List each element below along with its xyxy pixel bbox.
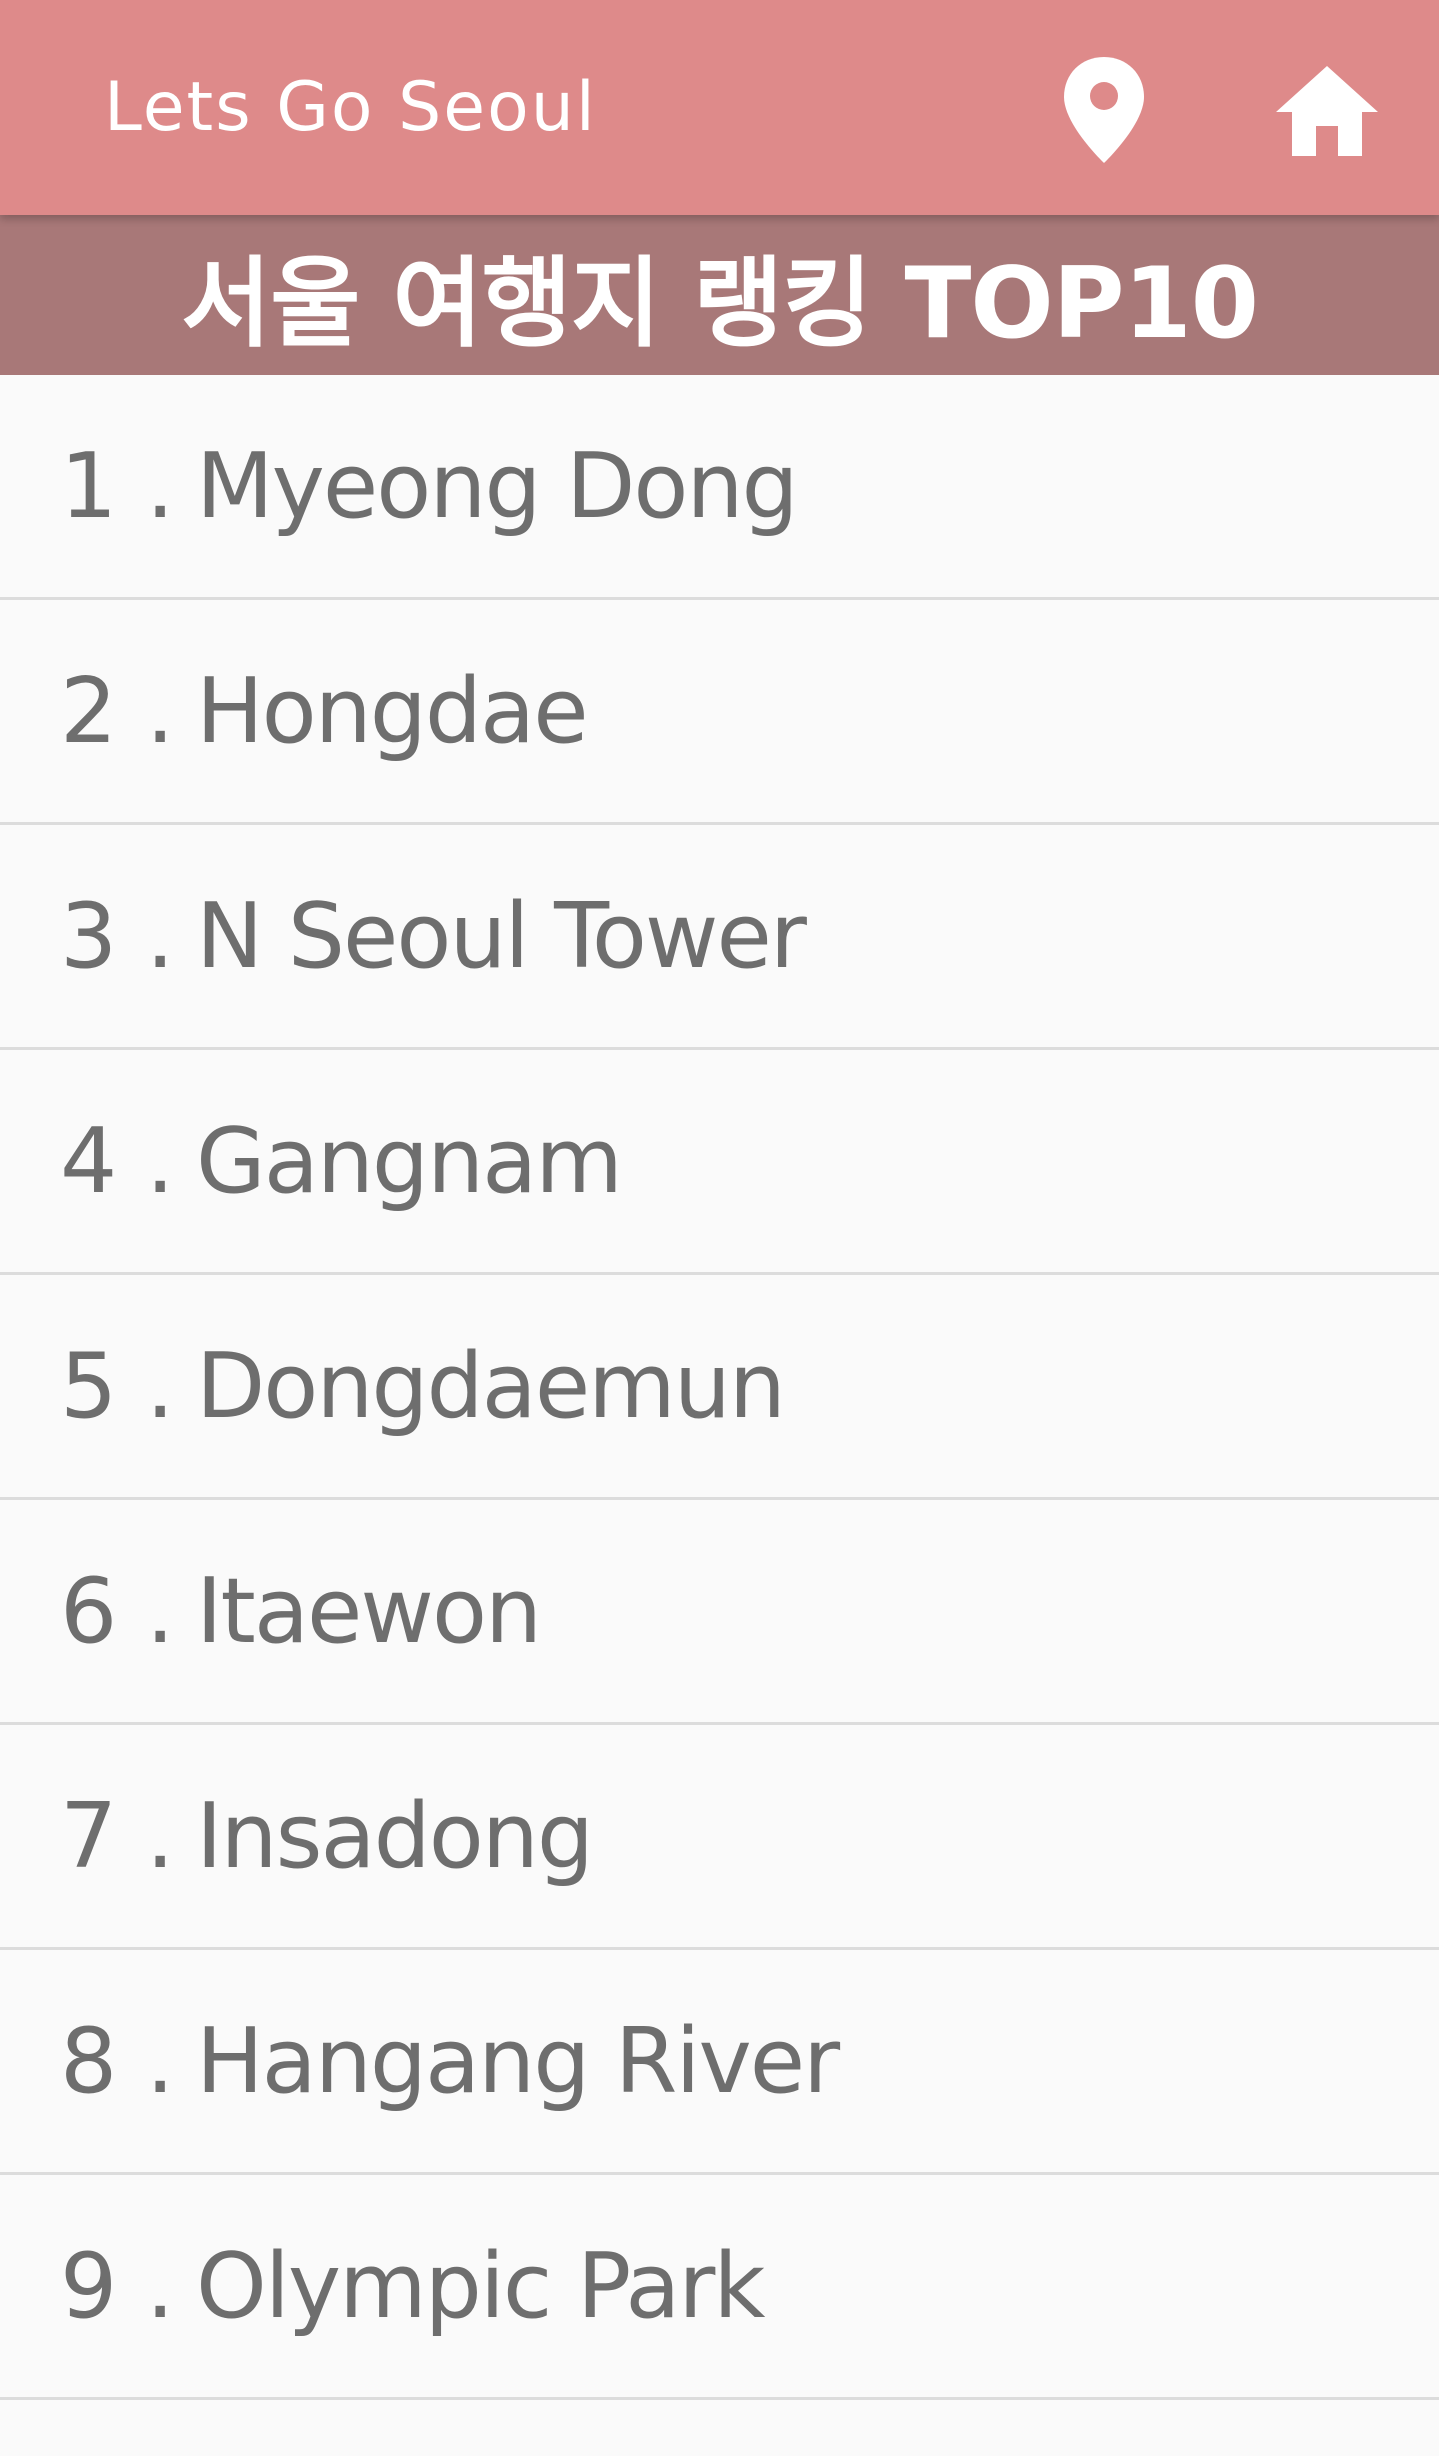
list-item[interactable]: 7 . Insadong [0, 1725, 1439, 1950]
item-rank: 5 . [60, 1333, 175, 1439]
item-name: Myeong Dong [196, 433, 799, 539]
item-name: Dongdaemun [196, 1333, 786, 1439]
item-name: Olympic Park [196, 2233, 766, 2339]
list-item[interactable]: 8 . Hangang River [0, 1950, 1439, 2175]
ranking-banner: 서울 여행지 랭킹 TOP10 [0, 215, 1439, 375]
item-name: N Seoul Tower [196, 883, 807, 989]
list-item[interactable]: 2 . Hongdae [0, 600, 1439, 825]
item-name: Itaewon [196, 1558, 542, 1664]
item-name: Insadong [196, 1783, 594, 1889]
item-rank: 1 . [60, 433, 175, 539]
app-bar: Lets Go Seoul [0, 0, 1439, 215]
item-rank: 8 . [60, 2008, 175, 2114]
list-item[interactable]: 5 . Dongdaemun [0, 1275, 1439, 1500]
list-item[interactable]: 3 . N Seoul Tower [0, 825, 1439, 1050]
item-name: Hongdae [196, 658, 589, 764]
ranking-title: 서울 여행지 랭킹 TOP10 [181, 247, 1259, 361]
list-item[interactable]: 9 . Olympic Park [0, 2175, 1439, 2400]
list-item[interactable]: 4 . Gangnam [0, 1050, 1439, 1275]
app-title: Lets Go Seoul [104, 68, 597, 147]
list-item[interactable]: 6 . Itaewon [0, 1500, 1439, 1725]
location-button[interactable] [1034, 40, 1174, 180]
item-name: Hangang River [196, 2008, 840, 2114]
list-item[interactable]: 1 . Myeong Dong [0, 375, 1439, 600]
item-rank: 4 . [60, 1108, 175, 1214]
item-rank: 9 . [60, 2233, 175, 2339]
home-icon [1276, 66, 1378, 156]
location-pin-icon [1064, 57, 1144, 163]
item-rank: 2 . [60, 658, 175, 764]
item-rank: 6 . [60, 1558, 175, 1664]
ranking-list: 1 . Myeong Dong 2 . Hongdae 3 . N Seoul … [0, 375, 1439, 2400]
item-rank: 7 . [60, 1783, 175, 1889]
item-name: Gangnam [196, 1108, 623, 1214]
home-button[interactable] [1257, 40, 1397, 180]
item-rank: 3 . [60, 883, 175, 989]
